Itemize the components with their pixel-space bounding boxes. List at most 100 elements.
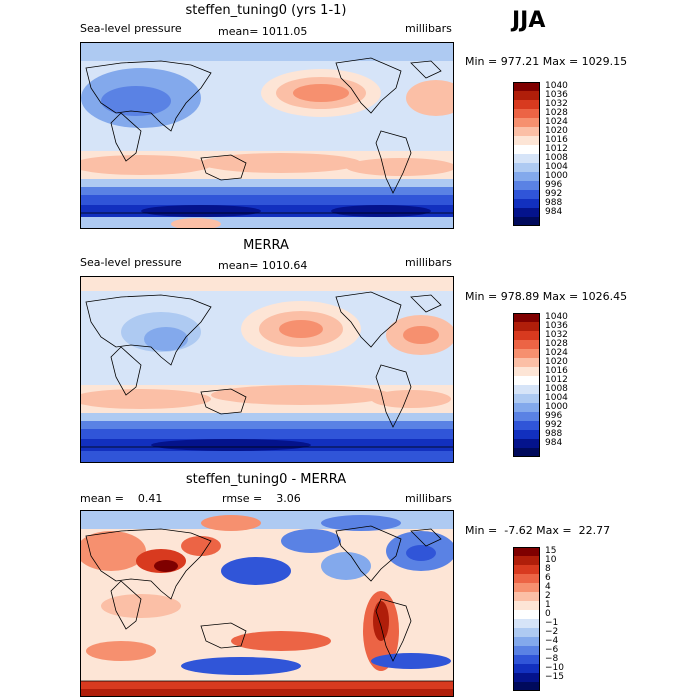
colorbar-swatch	[513, 199, 540, 208]
colorbar-swatch	[513, 601, 540, 610]
colorbar-swatch	[513, 547, 540, 556]
colorbar-label: 1036	[545, 321, 568, 331]
colorbar-label: 4	[545, 582, 551, 592]
colorbar-swatch	[513, 403, 540, 412]
colorbar-swatch	[513, 91, 540, 100]
colorbar-entry: 1	[513, 600, 593, 610]
colorbar-entry: 0	[513, 609, 593, 619]
colorbar-label: 10	[545, 555, 557, 565]
colorbar-swatch	[513, 154, 540, 163]
colorbar-swatch	[513, 208, 540, 217]
colorbar-label: 1024	[545, 117, 568, 127]
colorbar-swatch	[513, 439, 540, 448]
colorbar-entry: 1024	[513, 348, 593, 358]
colorbar-label: 1040	[545, 81, 568, 91]
panel3-rmse-label: rmse = 3.06	[222, 492, 301, 505]
colorbar-entry: 988	[513, 429, 593, 439]
colorbar-label: 1004	[545, 162, 568, 172]
colorbar-label: 0	[545, 609, 551, 619]
colorbar-label: 1032	[545, 99, 568, 109]
colorbar-label: 1032	[545, 330, 568, 340]
colorbar-entry: 1008	[513, 384, 593, 394]
colorbar-label: 996	[545, 180, 563, 190]
colorbar-swatch	[513, 628, 540, 637]
colorbar-swatch	[513, 619, 540, 628]
colorbar-swatch	[513, 349, 540, 358]
colorbar-label: −15	[545, 672, 564, 682]
colorbar-label: −1	[545, 618, 559, 628]
colorbar-label: 1024	[545, 348, 568, 358]
panel3-units-label: millibars	[405, 492, 452, 505]
colorbar-label: 984	[545, 207, 563, 217]
colorbar-label: 984	[545, 438, 563, 448]
panel2-colorbar-entries: 1040 1036 1032 1028 1024 1020 1016 1012 1008 1004…	[513, 312, 593, 457]
colorbar-label: 1020	[545, 126, 568, 136]
colorbar-swatch	[513, 592, 540, 601]
colorbar-label: 1000	[545, 171, 568, 181]
panel3-colorbar-entries: 15 10 8 6 4 2 1 0 −1 −2 −4 −6 −8 −10 −15	[513, 546, 593, 691]
colorbar-entry: 1036	[513, 321, 593, 331]
colorbar-entry: 1020	[513, 126, 593, 136]
panel2-units-label: millibars	[405, 256, 452, 269]
panel1-mean-label: mean= 1011.05	[218, 25, 308, 38]
colorbar-swatch	[513, 664, 540, 673]
colorbar-swatch	[513, 163, 540, 172]
colorbar-entry: 992	[513, 420, 593, 430]
colorbar-label: −10	[545, 663, 564, 673]
panel2-range-label: Min = 978.89 Max = 1026.45	[465, 290, 628, 303]
colorbar-entry: 1004	[513, 393, 593, 403]
colorbar-entry: 1000	[513, 171, 593, 181]
colorbar-swatch	[513, 100, 540, 109]
panel1-map-field	[81, 43, 453, 228]
colorbar-entry: 1016	[513, 366, 593, 376]
colorbar-entry	[513, 682, 593, 691]
colorbar-entry: −15	[513, 672, 593, 682]
colorbar-swatch	[513, 682, 540, 691]
panel1-units-label: millibars	[405, 22, 452, 35]
colorbar-label: 1000	[545, 402, 568, 412]
panel3-title: steffen_tuning0 - MERRA	[185, 472, 347, 487]
colorbar-label: 1012	[545, 144, 568, 154]
colorbar-entry: −2	[513, 627, 593, 637]
colorbar-label: 992	[545, 189, 563, 199]
colorbar-swatch	[513, 583, 540, 592]
colorbar-swatch	[513, 448, 540, 457]
panel2-map	[80, 276, 454, 463]
colorbar-label: 15	[545, 546, 557, 556]
panel3-mean-label: mean = 0.41	[80, 492, 163, 505]
colorbar-swatch	[513, 646, 540, 655]
colorbar-swatch	[513, 181, 540, 190]
colorbar-swatch	[513, 367, 540, 376]
colorbar-swatch	[513, 430, 540, 439]
panel1-variable-label: Sea-level pressure	[80, 22, 182, 35]
colorbar-swatch	[513, 313, 540, 322]
colorbar-label: 1	[545, 600, 551, 610]
colorbar-swatch	[513, 574, 540, 583]
colorbar-swatch	[513, 655, 540, 664]
colorbar-label: 1016	[545, 135, 568, 145]
colorbar-label: 1028	[545, 108, 568, 118]
colorbar-label: −8	[545, 654, 559, 664]
colorbar-swatch	[513, 190, 540, 199]
colorbar-entry: 2	[513, 591, 593, 601]
panel2-variable-label: Sea-level pressure	[80, 256, 182, 269]
colorbar-label: 1012	[545, 375, 568, 385]
colorbar-entry: 1004	[513, 162, 593, 172]
colorbar-entry: 1028	[513, 108, 593, 118]
colorbar-entry: 15	[513, 546, 593, 556]
colorbar-swatch	[513, 172, 540, 181]
colorbar-swatch	[513, 118, 540, 127]
panel2-map-field	[81, 277, 453, 462]
colorbar-swatch	[513, 82, 540, 91]
colorbar-entry	[513, 448, 593, 457]
colorbar-swatch	[513, 421, 540, 430]
colorbar-entry: −10	[513, 663, 593, 673]
panel3-colorbar: 15 10 8 6 4 2 1 0 −1 −2 −4 −6 −8 −10 −15	[513, 546, 593, 691]
colorbar-entry: −4	[513, 636, 593, 646]
panel1-title: steffen_tuning0 (yrs 1-1)	[185, 3, 347, 18]
colorbar-swatch	[513, 217, 540, 226]
panel3-range-label: Min = -7.62 Max = 22.77	[465, 524, 611, 537]
colorbar-swatch	[513, 322, 540, 331]
colorbar-entry	[513, 217, 593, 226]
colorbar-label: 1036	[545, 90, 568, 100]
